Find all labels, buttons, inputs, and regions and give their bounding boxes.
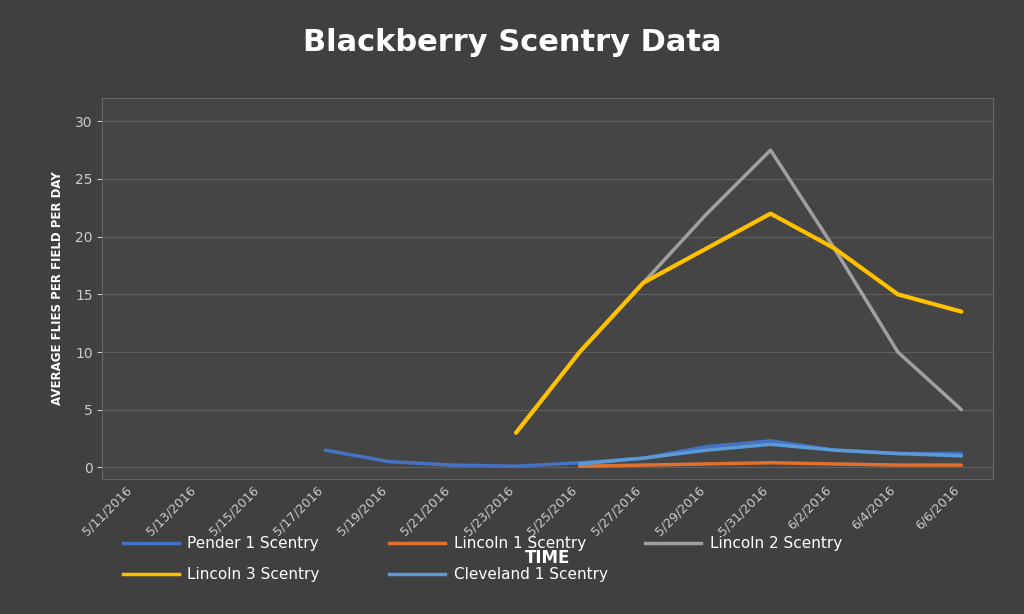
- Pender 1 Scentry: [764, 437, 776, 445]
- Pender 1 Scentry: [446, 461, 459, 468]
- Lincoln 3 Scentry: [510, 429, 522, 437]
- Text: Lincoln 3 Scentry: Lincoln 3 Scentry: [187, 567, 319, 581]
- Text: Blackberry Scentry Data: Blackberry Scentry Data: [303, 28, 721, 58]
- Line: Lincoln 1 Scentry: Lincoln 1 Scentry: [580, 463, 962, 466]
- Lincoln 2 Scentry: [637, 279, 649, 287]
- Text: Lincoln 1 Scentry: Lincoln 1 Scentry: [454, 536, 586, 551]
- Pender 1 Scentry: [573, 459, 586, 467]
- Cleveland 1 Scentry: [828, 446, 841, 454]
- Lincoln 1 Scentry: [955, 461, 968, 468]
- Lincoln 3 Scentry: [955, 308, 968, 316]
- Pender 1 Scentry: [383, 458, 395, 465]
- Lincoln 1 Scentry: [700, 460, 713, 468]
- Lincoln 2 Scentry: [955, 406, 968, 413]
- Cleveland 1 Scentry: [764, 441, 776, 448]
- Lincoln 3 Scentry: [828, 244, 841, 252]
- Pender 1 Scentry: [892, 450, 904, 457]
- Line: Cleveland 1 Scentry: Cleveland 1 Scentry: [580, 445, 962, 464]
- Line: Lincoln 3 Scentry: Lincoln 3 Scentry: [516, 214, 962, 433]
- Pender 1 Scentry: [319, 446, 332, 454]
- Y-axis label: AVERAGE FLIES PER FIELD PER DAY: AVERAGE FLIES PER FIELD PER DAY: [51, 172, 63, 405]
- Lincoln 3 Scentry: [892, 290, 904, 298]
- Lincoln 2 Scentry: [700, 210, 713, 217]
- Cleveland 1 Scentry: [573, 460, 586, 468]
- Pender 1 Scentry: [828, 446, 841, 454]
- Pender 1 Scentry: [637, 454, 649, 462]
- Line: Lincoln 2 Scentry: Lincoln 2 Scentry: [516, 150, 962, 433]
- Lincoln 1 Scentry: [764, 459, 776, 467]
- Pender 1 Scentry: [955, 450, 968, 457]
- X-axis label: TIME: TIME: [525, 550, 570, 567]
- Lincoln 3 Scentry: [764, 210, 776, 217]
- Cleveland 1 Scentry: [892, 450, 904, 457]
- Lincoln 1 Scentry: [892, 461, 904, 468]
- Pender 1 Scentry: [510, 462, 522, 470]
- Text: Lincoln 2 Scentry: Lincoln 2 Scentry: [710, 536, 842, 551]
- Lincoln 2 Scentry: [510, 429, 522, 437]
- Lincoln 2 Scentry: [892, 348, 904, 356]
- Lincoln 2 Scentry: [764, 147, 776, 154]
- Lincoln 3 Scentry: [700, 244, 713, 252]
- Line: Pender 1 Scentry: Pender 1 Scentry: [326, 441, 962, 466]
- Lincoln 3 Scentry: [637, 279, 649, 287]
- Lincoln 1 Scentry: [828, 460, 841, 468]
- Cleveland 1 Scentry: [700, 446, 713, 454]
- Cleveland 1 Scentry: [637, 454, 649, 462]
- Lincoln 3 Scentry: [573, 348, 586, 356]
- Pender 1 Scentry: [700, 443, 713, 450]
- Lincoln 2 Scentry: [573, 348, 586, 356]
- Lincoln 2 Scentry: [828, 244, 841, 252]
- Text: Cleveland 1 Scentry: Cleveland 1 Scentry: [454, 567, 607, 581]
- Text: Pender 1 Scentry: Pender 1 Scentry: [187, 536, 319, 551]
- Cleveland 1 Scentry: [955, 452, 968, 459]
- Lincoln 1 Scentry: [637, 461, 649, 468]
- Lincoln 1 Scentry: [573, 462, 586, 470]
